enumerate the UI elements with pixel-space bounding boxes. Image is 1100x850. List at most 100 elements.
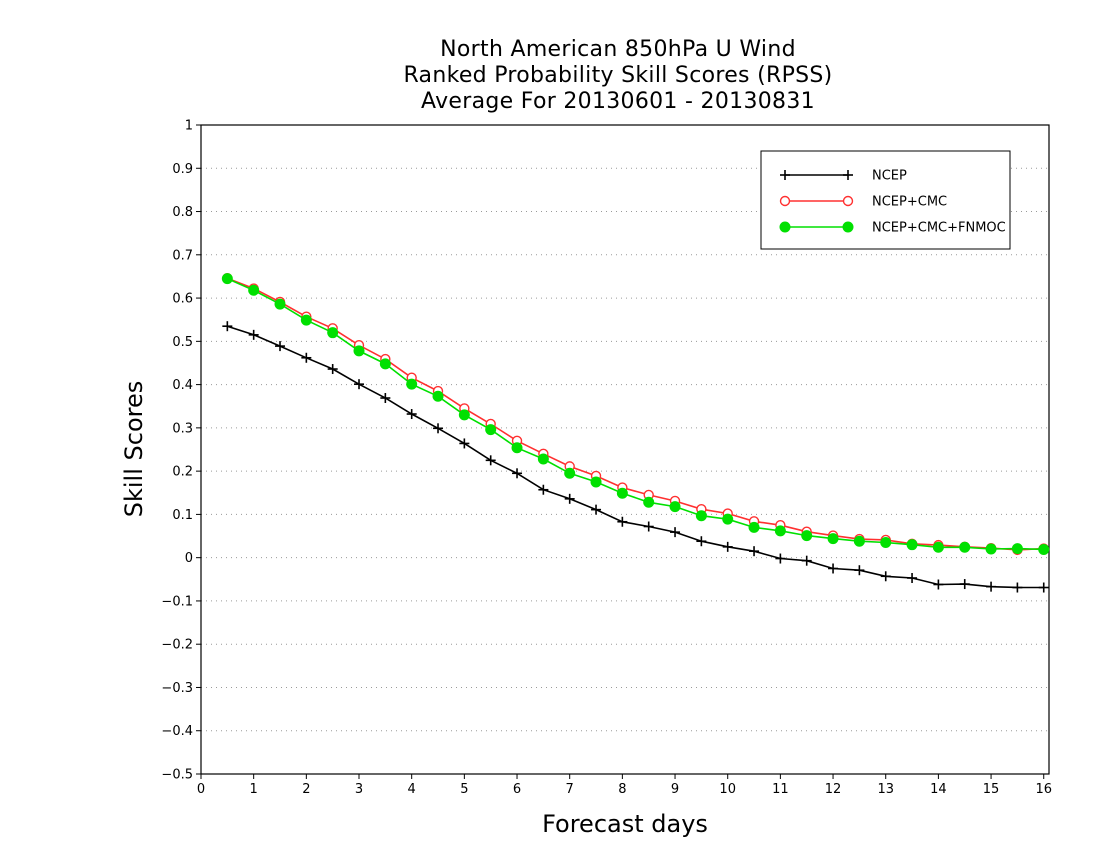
x-tick-label: 12 [825,782,842,797]
y-tick-label: 0.3 [172,421,193,436]
series-ncep-point [617,516,628,527]
series-ncep-point [986,581,997,592]
y-tick-label: 0.7 [172,248,193,263]
series-ncep-point [801,555,812,566]
series-ncep-cmc-fnmoc-point [274,298,286,310]
series-ncep-cmc-fnmoc-point [406,378,418,390]
legend-marker [779,221,791,233]
y-tick-label: 0.2 [172,465,193,480]
series-layer [221,272,1050,593]
y-tick-label: 0.8 [172,205,193,220]
x-tick-label: 4 [408,782,416,797]
series-ncep-point [1038,582,1049,593]
series-ncep-cmc-fnmoc-point [985,543,997,555]
series-ncep-cmc-fnmoc-point [774,525,786,537]
series-ncep-point [749,546,760,557]
series-ncep-point [459,438,470,449]
y-tick-label: 0.5 [172,335,193,350]
x-tick-label: 6 [513,782,521,797]
chart-title-line-3: Average For 20130601 - 20130831 [421,89,815,114]
y-tick-label: 0.6 [172,292,193,307]
legend-items: NCEP NCEP+CMC NCEP+CMC+FNMOC [779,169,1006,236]
y-axis-title: Skill Scores [120,381,148,518]
series-ncep-point [907,573,918,584]
series-ncep-point [327,364,338,375]
series-ncep-cmc [222,272,1049,556]
series-ncep-cmc-fnmoc-point [959,541,971,553]
x-tick-label: 13 [877,782,894,797]
series-ncep-cmc-line [227,277,1044,551]
legend-box [760,150,1011,250]
x-tick-label: 3 [355,782,363,797]
series-ncep-point [880,571,891,582]
legend-item: NCEP+CMC [779,195,947,210]
series-ncep-cmc-fnmoc-point [564,467,576,479]
series-ncep-cmc-fnmoc-point [353,345,365,357]
grid-layer [201,167,1049,732]
tick-layer: 1 0.9 0.8 0.7 0.6 0.5 0.4 0.3 0.2 0.1 0 −0.1 −0.2 −0.… [161,119,1052,798]
legend-label: NCEP+CMC+FNMOC [872,221,1006,236]
series-ncep-cmc-fnmoc-line [226,277,1044,551]
series-ncep-cmc-fnmoc-point [458,409,470,421]
series-ncep-point [354,379,365,390]
series-ncep-cmc-fnmoc-point [432,390,444,402]
series-ncep-point [301,352,312,363]
legend-item: NCEP+CMC+FNMOC [779,221,1006,236]
series-ncep-cmc-fnmoc-point [827,533,839,545]
legend: NCEP NCEP+CMC NCEP+CMC+FNMOC [760,150,1011,250]
series-ncep-line [227,325,1044,589]
y-tick-label: −0.4 [161,724,193,739]
series-ncep-cmc-fnmoc-point [248,284,260,296]
series-ncep-cmc-fnmoc-point [1011,543,1023,555]
series-ncep-cmc-fnmoc-point [722,513,734,525]
series-ncep-cmc-fnmoc-point [643,496,655,508]
series-ncep [222,321,1049,593]
series-ncep-cmc-fnmoc-point [300,314,312,326]
y-tick-label: −0.5 [161,768,193,783]
legend-label: NCEP+CMC [872,195,947,210]
series-ncep-point [696,536,707,547]
y-tick-label: 0.1 [172,508,193,523]
y-tick-label: 0 [185,551,193,566]
legend-marker [780,170,790,180]
x-tick-label: 14 [930,782,947,797]
x-tick-label: 1 [250,782,258,797]
series-ncep-cmc-fnmoc-point [511,442,523,454]
y-tick-label: −0.1 [161,594,193,609]
legend-marker [843,170,853,180]
x-tick-label: 0 [197,782,205,797]
series-ncep-cmc-fnmoc-point [221,273,233,285]
series-ncep-point [1012,582,1023,593]
series-ncep-cmc-fnmoc-point [485,424,497,436]
legend-item: NCEP [780,169,907,184]
series-ncep-cmc-fnmoc-point [880,537,892,549]
series-ncep-point [538,484,549,495]
series-ncep-cmc-fnmoc-point [932,541,944,553]
series-ncep-point [670,527,681,538]
series-ncep-cmc-fnmoc-point [801,530,813,542]
series-ncep-cmc-fnmoc-point [669,501,681,513]
series-ncep-point [380,393,391,404]
x-tick-label: 2 [302,782,310,797]
x-tick-label: 9 [671,782,679,797]
series-ncep-cmc-fnmoc-point [1038,543,1050,555]
legend-marker [842,221,854,233]
x-tick-label: 11 [772,782,789,797]
series-ncep-point [933,579,944,590]
series-ncep-cmc-fnmoc-point [327,327,339,339]
x-tick-label: 7 [566,782,574,797]
series-ncep-cmc-fnmoc [221,273,1050,555]
plot-frame [200,124,1050,775]
series-ncep-point [433,423,444,434]
series-ncep-point [512,468,523,479]
x-tick-label: 10 [719,782,736,797]
series-ncep-cmc-fnmoc-point [695,510,707,522]
series-ncep-point [406,409,417,420]
x-tick-label: 15 [983,782,1000,797]
series-ncep-point [828,563,839,574]
series-ncep-point [222,321,233,332]
series-ncep-cmc-fnmoc-point [748,521,760,533]
series-ncep-point [643,521,654,532]
series-ncep-point [591,504,602,515]
